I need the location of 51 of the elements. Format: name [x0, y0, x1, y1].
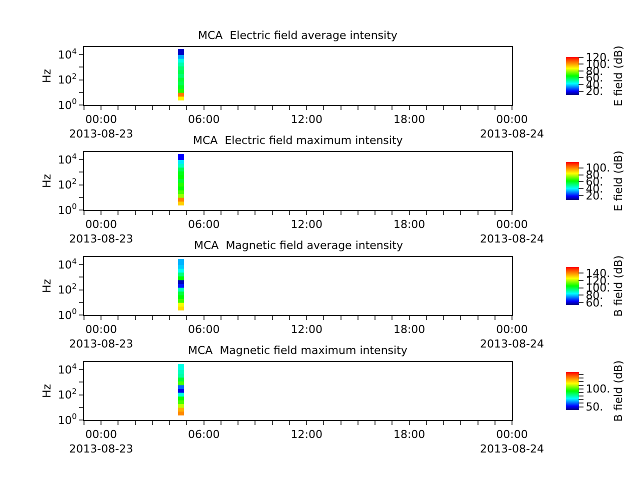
x-tick-label: 12:00 — [290, 323, 322, 336]
y-tick-label: 10$^{0}$ — [58, 412, 77, 427]
y-tick-label: 10$^{0}$ — [58, 97, 77, 112]
x-tick-label: 00:00 2013-08-23 — [69, 323, 134, 350]
y-tick-label: 10$^{0}$ — [58, 307, 77, 322]
y-tick-label: 10$^{4}$ — [58, 46, 77, 62]
x-tick-label: 06:00 — [188, 428, 220, 442]
x-tick-label: 18:00 — [393, 323, 426, 336]
y-tick-label: 10$^{2}$ — [58, 177, 77, 192]
x-tick-label: 00:00 2013-08-24 — [480, 113, 544, 140]
x-tick-label: 06:00 — [188, 218, 220, 232]
color-bar-label: 100. — [586, 382, 610, 396]
point — [178, 49, 184, 56]
y-axis-title: Hz — [40, 174, 54, 188]
x-tick-label: 00:00 2013-08-23 — [69, 113, 134, 140]
x-tick-label: 12:00 — [290, 113, 322, 126]
y-tick-label: 10$^{2}$ — [58, 387, 77, 402]
point — [178, 364, 184, 370]
x-tick-label: 18:00 — [393, 428, 426, 442]
point — [178, 259, 184, 266]
chart-title: MCA Magnetic field maximum intensity — [188, 344, 408, 357]
x-tick-label: 00:00 2013-08-24 — [480, 323, 544, 350]
y-axis-title: Hz — [40, 384, 54, 398]
x-tick-label: 00:00 2013-08-23 — [69, 218, 134, 246]
x-tick-label: 06:00 — [188, 323, 220, 336]
x-tick-label: 00:00 2013-08-24 — [480, 218, 544, 246]
x-tick-label: 00:00 2013-08-23 — [69, 428, 134, 456]
chart-title: MCA Magnetic field average intensity — [194, 239, 404, 252]
y-tick-label: 10$^{4}$ — [58, 152, 77, 166]
y-axis-title: Hz — [40, 278, 54, 294]
x-tick-label: 06:00 — [188, 113, 220, 126]
x-tick-label: 12:00 — [290, 218, 322, 232]
color-bar-title: B field (dB) — [612, 360, 626, 422]
y-tick-label: 10$^{4}$ — [58, 256, 77, 272]
y-tick-label: 10$^{4}$ — [58, 362, 77, 376]
color-bar-title: E field (dB) — [612, 46, 626, 106]
y-tick-label: 10$^{2}$ — [58, 72, 77, 87]
chart-title: MCA Electric field maximum intensity — [193, 134, 404, 147]
color-bar-label: 50. — [586, 400, 604, 414]
x-tick-label: 18:00 — [393, 113, 426, 126]
chart-title: MCA Electric field average intensity — [198, 29, 398, 42]
y-axis-title: Hz — [40, 68, 54, 84]
y-tick-label: 10$^{2}$ — [58, 282, 77, 297]
color-bar-title: B field (dB) — [612, 255, 626, 317]
y-tick-label: 10$^{0}$ — [58, 202, 77, 217]
color-bar-label: 20. — [586, 85, 604, 98]
x-tick-label: 00:00 2013-08-24 — [480, 428, 544, 456]
x-tick-label: 12:00 — [290, 428, 322, 442]
x-tick-label: 18:00 — [393, 218, 426, 232]
point — [178, 154, 184, 160]
color-bar-title: E field (dB) — [612, 150, 626, 212]
